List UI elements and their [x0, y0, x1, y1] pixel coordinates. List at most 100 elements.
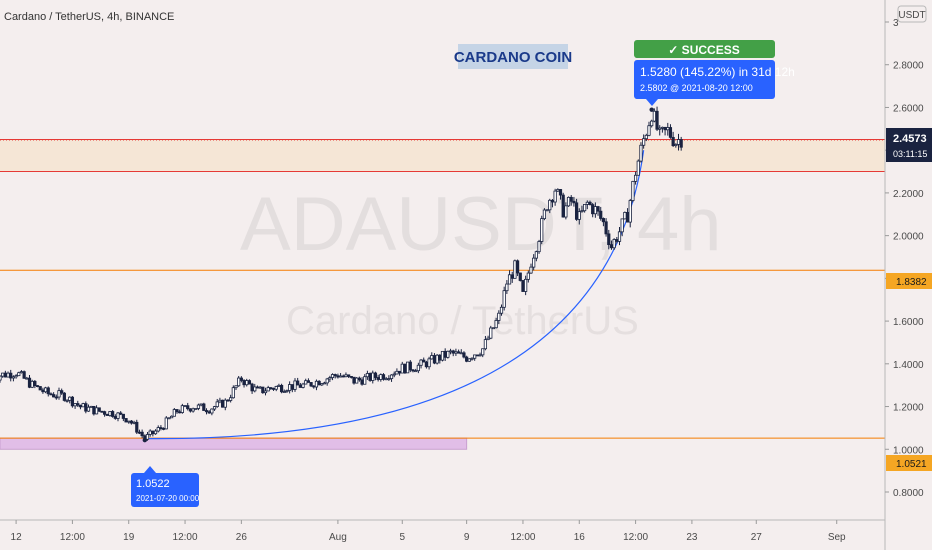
candle-body-14 [27, 377, 32, 388]
candle-body-233 [615, 239, 619, 242]
candle-body-53 [132, 421, 136, 424]
candle-body-55 [137, 431, 142, 434]
candle-body-35 [84, 403, 88, 412]
level-label-1: 1.8382 [886, 273, 932, 289]
gain-label: 1.5280 (145.22%) in 31d 12h 2.5802 @ 202… [634, 60, 795, 106]
x-tick-label-0: 12 [11, 532, 23, 543]
x-tick-label-13: Sep [828, 532, 846, 543]
candle-body-227 [599, 210, 603, 219]
candle-body-221 [583, 204, 587, 212]
zone-0 [0, 139, 885, 172]
candle-body-225 [593, 206, 597, 215]
candle-body-110 [285, 390, 289, 392]
candle-body-241 [636, 160, 640, 176]
gain-label-line2: 2.5802 @ 2021-08-20 12:00 [640, 83, 753, 93]
candle-body-70 [178, 411, 182, 414]
candle-body-172 [451, 350, 455, 354]
candle-body-4 [1, 372, 5, 377]
candle-body-120 [312, 385, 316, 388]
candle-body-68 [172, 409, 176, 417]
candle-body-188 [494, 320, 498, 329]
candle-body-52 [129, 420, 134, 424]
title-box: CARDANO COIN [454, 44, 572, 69]
current-price-value: 2.4573 [893, 133, 927, 145]
candle-body-11 [19, 371, 24, 374]
candle-body-19 [41, 389, 45, 393]
candle-body-114 [296, 380, 300, 386]
candle-body-12 [22, 371, 26, 379]
candle-body-24 [54, 396, 58, 399]
low-label-value: 1.0522 [136, 478, 170, 490]
candle-body-34 [81, 403, 85, 408]
candle-body-124 [322, 382, 327, 385]
candle-body-33 [78, 404, 83, 408]
candle-body-102 [263, 390, 268, 394]
candle-body-103 [266, 387, 270, 392]
candle-body-106 [274, 386, 278, 390]
candle-body-212 [558, 189, 563, 196]
candle-body-77 [196, 404, 201, 409]
x-tick-label-7: 9 [464, 532, 470, 543]
candle-body-63 [159, 427, 163, 429]
candle-body-218 [574, 202, 579, 220]
candle-body-69 [175, 409, 179, 413]
candle-body-9 [14, 375, 18, 378]
candle-body-163 [427, 358, 431, 368]
candle-body-193 [507, 274, 512, 285]
candle-body-248 [655, 110, 659, 130]
x-tick-label-2: 19 [123, 532, 135, 543]
candle-body-60 [151, 430, 155, 435]
candle-body-243 [642, 138, 646, 146]
candle-body-203 [534, 251, 538, 259]
candle-body-100 [258, 386, 262, 389]
candle-body-174 [456, 351, 461, 354]
candle-body-46 [113, 416, 117, 419]
candles-layer [0, 106, 683, 443]
candle-body-89 [229, 397, 233, 401]
candle-body-8 [11, 376, 16, 379]
candle-body-181 [475, 354, 479, 357]
candle-body-17 [35, 385, 40, 387]
candle-body-164 [430, 355, 434, 360]
candle-body-152 [397, 370, 402, 374]
candle-body-158 [414, 370, 418, 373]
currency-badge[interactable]: USDT [897, 5, 927, 23]
x-tick-label-4: 26 [236, 532, 248, 543]
candle-body-155 [406, 361, 410, 374]
candle-body-93 [239, 377, 243, 381]
candle-body-145 [379, 374, 383, 380]
candle-body-250 [660, 126, 665, 129]
candle-body-169 [443, 350, 447, 358]
candle-body-196 [515, 260, 520, 274]
candle-body-118 [306, 380, 311, 383]
candle-body-251 [663, 126, 667, 131]
candle-body-149 [389, 374, 394, 380]
zones-layer [0, 139, 885, 450]
candle-body-27 [62, 392, 66, 401]
x-tick-label-10: 12:00 [623, 532, 648, 543]
time-axis[interactable]: 12 12:00 19 12:00 26 Aug 5 9 12:00 16 12:00 23 27 Sep [0, 519, 885, 543]
candle-body-6 [6, 372, 10, 378]
level-label-2: 1.0521 [886, 455, 932, 471]
candle-body-64 [161, 427, 166, 430]
x-tick-label-1: 12:00 [60, 532, 85, 543]
candle-body-144 [376, 377, 380, 380]
candle-body-37 [89, 405, 93, 408]
candle-body-28 [65, 399, 69, 402]
candle-body-166 [435, 354, 439, 364]
candle-body-101 [261, 386, 265, 394]
candle-body-204 [537, 241, 541, 253]
candle-body-125 [325, 378, 329, 384]
candle-body-45 [111, 411, 115, 417]
candle-body-245 [647, 125, 651, 136]
candle-body-87 [223, 399, 227, 408]
levels-layer [0, 139, 885, 439]
candle-body-56 [140, 431, 144, 437]
candle-body-201 [529, 266, 533, 274]
candle-body-130 [338, 375, 343, 378]
x-tick-label-9: 16 [574, 532, 586, 543]
candle-body-222 [585, 201, 589, 205]
y-tick-label-10: 1.0000 [893, 445, 924, 456]
